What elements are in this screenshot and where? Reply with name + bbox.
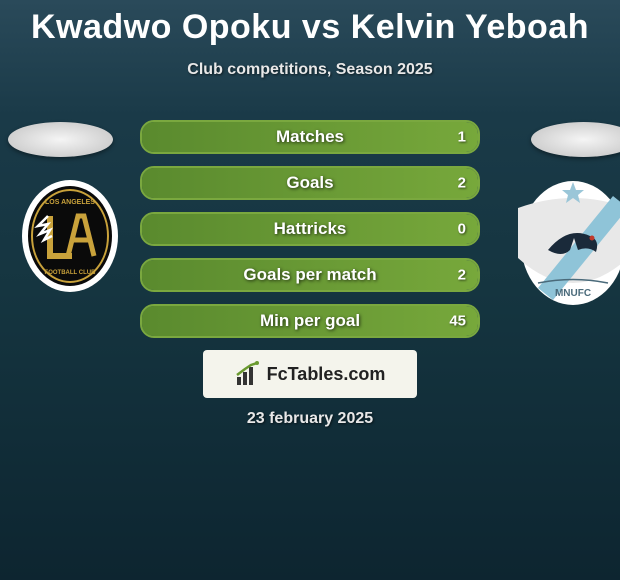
stat-row-hattricks: Hattricks 0 [140,212,480,246]
stat-row-matches: Matches 1 [140,120,480,154]
stats-container: Matches 1 Goals 2 Hattricks 0 Goals per … [140,120,480,350]
stat-value-right: 2 [458,175,466,192]
stat-value-right: 1 [458,129,466,146]
stat-row-goals: Goals 2 [140,166,480,200]
player-photo-left [8,122,113,157]
stat-label: Goals per match [243,265,376,285]
crest-right-text: MNUFC [555,288,591,299]
stat-label: Matches [276,127,344,147]
stat-row-goals-per-match: Goals per match 2 [140,258,480,292]
player-photo-right [531,122,620,157]
chart-icon [235,361,261,387]
logo-text: FcTables.com [267,364,386,385]
stat-label: Goals [286,173,333,193]
club-crest-right: MNUFC [518,178,620,308]
stat-row-min-per-goal: Min per goal 45 [140,304,480,338]
club-crest-left: LOS ANGELES FOOTBALL CLUB [20,178,120,294]
fctables-logo[interactable]: FcTables.com [203,350,417,398]
date-label: 23 february 2025 [247,410,373,428]
page-title: Kwadwo Opoku vs Kelvin Yeboah [0,0,620,47]
crest-text-bottom: FOOTBALL CLUB [45,270,97,276]
stat-label: Hattricks [274,219,347,239]
stat-value-right: 2 [458,267,466,284]
stat-value-right: 45 [449,313,466,330]
stat-label: Min per goal [260,311,360,331]
crest-text-top: LOS ANGELES [45,199,95,206]
subtitle: Club competitions, Season 2025 [0,61,620,79]
stat-value-right: 0 [458,221,466,238]
